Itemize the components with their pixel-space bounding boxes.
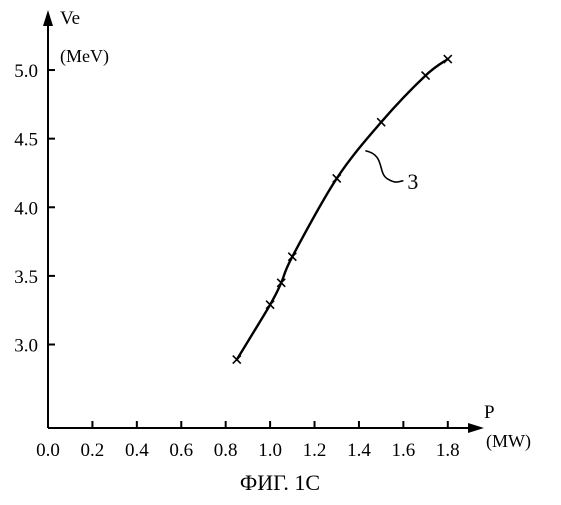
figure-caption: ФИГ. 1С <box>240 470 320 495</box>
x-tick-label: 1.2 <box>303 440 327 461</box>
y-axis-name: Ve <box>60 8 80 29</box>
data-point-marker <box>266 301 274 309</box>
data-point-marker <box>233 356 241 364</box>
series-line <box>237 59 448 360</box>
series-callout-leader <box>365 151 403 182</box>
x-tick-label: 0.0 <box>36 440 60 461</box>
y-tick-label: 5.0 <box>14 61 38 82</box>
x-tick-label: 0.4 <box>125 440 149 461</box>
y-axis-arrow <box>43 10 53 26</box>
series-callout-label: 3 <box>407 169 418 194</box>
y-tick-label: 4.5 <box>14 130 38 151</box>
x-tick-label: 0.6 <box>169 440 193 461</box>
y-tick-label: 3.0 <box>14 336 38 357</box>
data-point-marker <box>444 55 452 63</box>
x-axis-name: P <box>484 402 495 423</box>
x-axis-arrow <box>468 423 484 433</box>
x-tick-label: 1.8 <box>436 440 460 461</box>
y-tick-label: 4.0 <box>14 198 38 219</box>
y-tick-label: 3.5 <box>14 267 38 288</box>
x-axis-unit: (MW) <box>486 431 531 452</box>
y-axis-unit: (MeV) <box>60 46 109 67</box>
x-tick-label: 1.0 <box>258 440 282 461</box>
data-point-marker <box>288 253 296 261</box>
x-tick-label: 0.8 <box>214 440 238 461</box>
data-point-marker <box>333 174 341 182</box>
x-tick-label: 0.2 <box>81 440 105 461</box>
x-tick-label: 1.6 <box>391 440 415 461</box>
data-point-marker <box>422 72 430 80</box>
data-point-marker <box>377 118 385 126</box>
x-tick-label: 1.4 <box>347 440 371 461</box>
